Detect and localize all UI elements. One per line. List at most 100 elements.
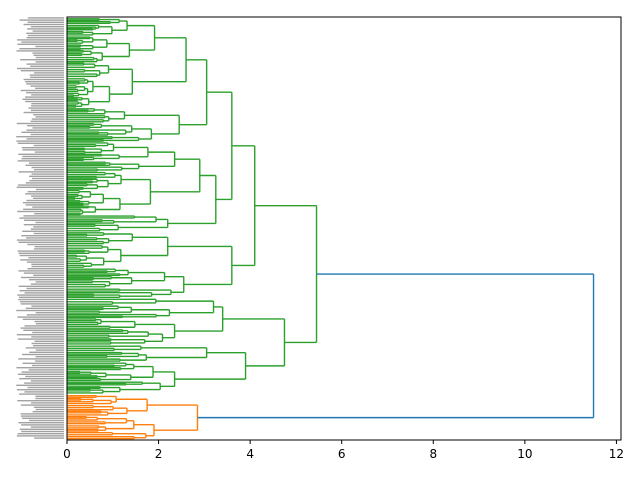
leaf-label <box>18 171 64 173</box>
leaf-label <box>21 131 64 133</box>
leaf-label <box>23 215 64 217</box>
leaf-label <box>33 406 64 408</box>
leaf-label <box>24 325 65 327</box>
leaf-label <box>34 246 64 248</box>
leaf-label <box>17 373 65 375</box>
leaf-label <box>23 329 64 331</box>
leaf-label <box>31 103 64 105</box>
x-tick-label: 6 <box>338 447 346 461</box>
leaf-label <box>16 136 65 138</box>
leaf-label <box>30 133 65 136</box>
leaf-label <box>16 309 64 312</box>
leaf-label <box>35 312 64 314</box>
leaf-label <box>23 208 64 210</box>
leaf-label <box>19 290 64 292</box>
leaf-label <box>27 386 64 389</box>
leaf-label <box>26 92 64 94</box>
leaf-label <box>34 437 64 439</box>
leaf-label <box>32 331 64 334</box>
leaf-label <box>35 395 64 397</box>
leaf-label <box>34 213 64 215</box>
leaf-label <box>30 380 65 382</box>
leaf-label <box>30 109 64 111</box>
x-tick-label: 10 <box>517 447 532 461</box>
leaf-label <box>28 175 65 177</box>
leaf-label <box>23 23 65 26</box>
leaf-label <box>18 422 64 424</box>
leaf-label <box>33 197 64 199</box>
leaf-label <box>34 151 64 153</box>
leaf-label <box>26 63 65 65</box>
leaf-label <box>34 72 64 74</box>
leaf-label <box>19 301 64 303</box>
leaf-label <box>28 369 64 371</box>
leaf-label <box>19 48 64 50</box>
leaf-label <box>30 283 64 285</box>
leaf-label <box>33 169 64 171</box>
leaf-label <box>16 389 65 391</box>
leaf-label <box>23 78 65 81</box>
leaf-label <box>25 193 64 195</box>
leaf-label <box>24 391 64 393</box>
leaf-label <box>31 94 65 96</box>
leaf-label <box>20 276 64 279</box>
leaf-label <box>16 67 64 70</box>
leaf-label <box>18 296 65 298</box>
leaf-label <box>31 402 64 404</box>
leaf-label <box>20 70 64 72</box>
leaf-label <box>19 428 64 430</box>
leaf-label <box>16 367 64 369</box>
dendrogram-links <box>67 18 595 440</box>
leaf-label <box>35 360 64 362</box>
leaf-label <box>19 393 64 395</box>
leaf-label <box>30 85 64 87</box>
leaf-label <box>23 224 64 226</box>
leaf-label <box>35 323 64 325</box>
leaf-label <box>20 259 65 261</box>
leaf-label <box>22 353 64 356</box>
leaf-label <box>27 17 65 19</box>
leaf-label <box>35 221 64 224</box>
leaf-label <box>19 217 65 219</box>
x-tick-label: 2 <box>155 447 163 461</box>
leaf-label <box>17 294 65 296</box>
leaf-label <box>29 279 64 281</box>
leaf-label <box>16 239 64 241</box>
leaf-label <box>33 248 64 250</box>
leaf-label <box>17 338 64 340</box>
leaf-label <box>24 382 64 384</box>
leaf-label <box>21 147 64 149</box>
leaf-label <box>31 342 65 345</box>
leaf-label <box>31 336 64 338</box>
leaf-label <box>35 281 64 283</box>
leaf-label <box>32 206 64 208</box>
leaf-label <box>21 371 64 373</box>
leaf-label <box>17 433 64 435</box>
leaf-label <box>27 268 64 270</box>
leaf-label <box>26 261 64 263</box>
leaf-label <box>35 87 64 89</box>
leaf-label <box>17 400 64 402</box>
leaf-label <box>17 39 64 41</box>
leaf-label <box>30 26 64 28</box>
leaf-label <box>19 19 64 21</box>
leaf-label <box>29 74 65 76</box>
leaf-label <box>27 34 65 37</box>
leaf-label <box>16 140 64 142</box>
leaf-label <box>22 362 64 364</box>
leaf-label <box>16 384 64 386</box>
leaf-label <box>31 263 64 265</box>
leaf-label <box>32 411 64 413</box>
leaf-label <box>25 81 65 83</box>
leaf-label <box>20 404 65 406</box>
leaf-label <box>20 303 65 305</box>
leaf-label <box>20 327 64 329</box>
leaf-label <box>32 177 64 180</box>
leaf-label <box>25 182 64 184</box>
x-tick-label: 0 <box>63 447 71 461</box>
leaf-label <box>29 162 65 164</box>
leaf-label <box>26 314 64 316</box>
leaf-label <box>35 45 64 48</box>
leaf-label <box>35 349 64 351</box>
leaf-label <box>17 43 64 45</box>
